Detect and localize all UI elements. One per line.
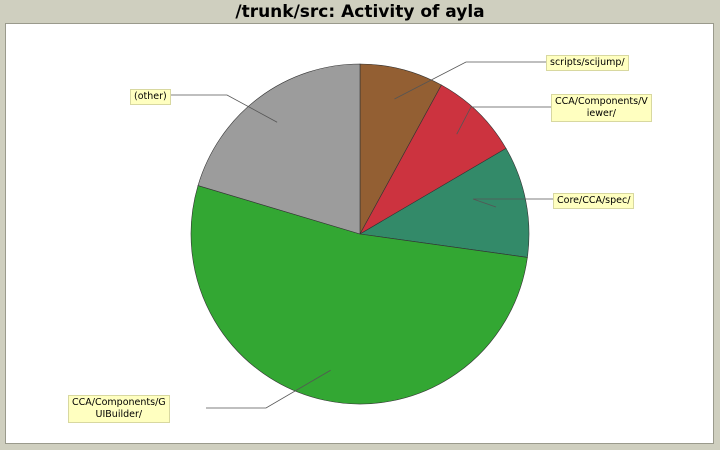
leader-line-core-cca-spec: [472, 198, 553, 208]
slice-label-other: (other): [130, 89, 171, 105]
leader-line-cca-components-v-iewer: [456, 106, 551, 135]
pie-slice-other: [197, 63, 361, 235]
pie-slice-cca-components-g-uibuilder: [190, 185, 528, 405]
slice-label-scripts-scijump: scripts/scijump/: [546, 55, 629, 71]
pie-slice-cca-components-v-iewer: [359, 84, 507, 235]
leader-line-scripts-scijump: [394, 61, 546, 100]
pie-slice-core-cca-spec: [359, 147, 530, 258]
leader-line-other: [167, 94, 278, 123]
slice-label-cca-components-viewer: CCA/Components/V iewer/: [551, 94, 652, 122]
leader-line-cca-components-g-uibuilder: [206, 369, 331, 409]
slice-label-core-cca-spec: Core/CCA/spec/: [553, 193, 635, 209]
chart-title: /trunk/src: Activity of ayla: [235, 2, 485, 22]
slice-label-cca-components-guibuilder: CCA/Components/G UIBuilder/: [68, 395, 170, 423]
